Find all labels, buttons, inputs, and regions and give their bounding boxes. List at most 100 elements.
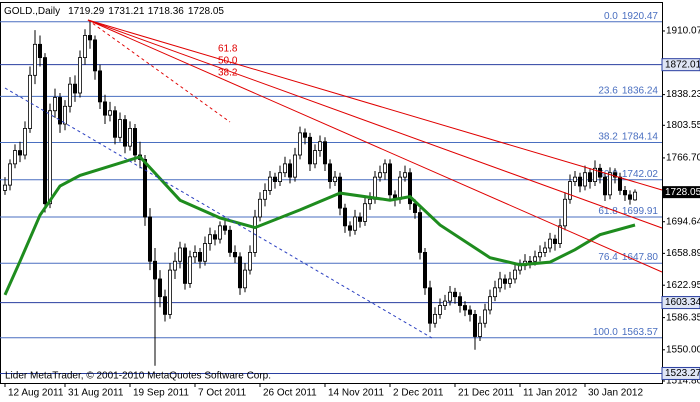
candle-body xyxy=(267,176,272,191)
candle-body xyxy=(147,216,152,262)
candle-body xyxy=(342,207,347,227)
fan-line xyxy=(87,19,663,273)
fib-price: 1920.47 xyxy=(622,10,659,21)
candle-body xyxy=(583,172,588,187)
price-box-label: 1872.01 xyxy=(665,59,700,70)
candle-body xyxy=(472,313,477,337)
candle-body xyxy=(327,163,332,182)
candle-body xyxy=(387,163,392,196)
candle-body xyxy=(538,251,543,258)
candle-body xyxy=(442,300,447,306)
candle-body xyxy=(518,265,523,271)
candle-body xyxy=(558,225,563,244)
candle-body xyxy=(633,191,638,201)
candle-body xyxy=(108,110,113,116)
candle-body xyxy=(367,198,372,205)
current-price-box xyxy=(662,186,700,199)
candle-body xyxy=(17,150,22,156)
trend-line xyxy=(4,87,433,339)
candle-body xyxy=(357,216,362,222)
candle-body xyxy=(543,247,548,253)
fib-label: 76.4 1647.80 xyxy=(598,252,658,263)
candle-body xyxy=(603,176,608,196)
candle-body xyxy=(282,163,287,174)
candle-body xyxy=(73,83,78,94)
candle-body xyxy=(262,190,267,200)
candle-body xyxy=(432,313,437,324)
fib-price: 1742.02 xyxy=(622,168,659,179)
candle-body xyxy=(113,110,118,138)
x-tick-label: 2 Dec 2011 xyxy=(393,388,444,399)
candle-body xyxy=(157,278,162,298)
candle-body xyxy=(48,110,53,205)
y-tick-label: 1586.35 xyxy=(666,312,700,323)
symbol: GOLD.,Daily xyxy=(4,6,60,17)
x-tick-label: 14 Nov 2011 xyxy=(328,388,384,399)
candle-body xyxy=(132,128,137,156)
candle-body xyxy=(83,35,88,59)
candle-body xyxy=(192,251,197,258)
moving-average xyxy=(3,155,636,296)
candle-body xyxy=(88,35,93,41)
candle-body xyxy=(277,172,282,182)
fib-price: 1647.80 xyxy=(622,252,659,263)
plot: 0.0 1920.47 23.6 1836.24 38.2 1784.14 50.0 1742… xyxy=(0,10,662,374)
current-price-label: 1728.05 xyxy=(665,187,700,198)
candle-body xyxy=(492,287,497,298)
y-tick-label: 1766.70 xyxy=(666,153,700,164)
close: 1728.05 xyxy=(188,6,225,17)
candle-body xyxy=(487,296,492,311)
candle-body xyxy=(123,119,128,147)
footer: Lider MetaTrader, © 2001-2010 MetaQuotes… xyxy=(5,371,271,382)
candle-body xyxy=(272,176,277,182)
low: 1718.36 xyxy=(148,6,185,17)
candle-body xyxy=(528,260,533,263)
candle-body xyxy=(247,251,252,271)
candle-body xyxy=(152,260,157,280)
candle-body xyxy=(588,172,593,182)
candle-body xyxy=(142,159,147,218)
fan-line xyxy=(87,19,663,229)
candle-body xyxy=(207,234,212,244)
fan-label: 38.2 xyxy=(218,68,238,79)
candle-body xyxy=(417,212,422,253)
fib-label: 38.2 1784.14 xyxy=(598,131,658,142)
candle-body xyxy=(118,119,123,138)
candle-body xyxy=(93,39,98,72)
candle-body xyxy=(447,291,452,302)
candle-body xyxy=(507,278,512,284)
fib-ratio: 100.0 xyxy=(593,326,618,337)
candle-body xyxy=(33,43,38,76)
open: 1719.29 xyxy=(68,6,105,17)
fan-label: 61.8 xyxy=(218,44,238,55)
candle-body xyxy=(548,238,553,249)
candle-body xyxy=(297,132,302,156)
candle-body xyxy=(22,128,27,156)
candle-body xyxy=(628,194,633,200)
candle-body xyxy=(332,176,337,182)
candle-body xyxy=(103,101,108,116)
candle-body xyxy=(212,234,217,240)
candle-body xyxy=(497,278,502,289)
candle-body xyxy=(462,305,467,311)
candle-body xyxy=(182,247,187,284)
candle-body xyxy=(407,172,412,205)
price-box xyxy=(661,366,700,380)
candle-body xyxy=(292,154,297,178)
candle-body xyxy=(172,260,177,271)
trend-line xyxy=(87,19,231,123)
fib-price: 1784.14 xyxy=(622,131,659,142)
candle-body xyxy=(232,251,237,258)
candle-body xyxy=(608,172,613,196)
candle-body xyxy=(63,105,68,125)
x-tick-label: 19 Sep 2011 xyxy=(133,388,189,399)
candle-body xyxy=(53,97,58,112)
fib-ratio: 76.4 xyxy=(598,252,618,263)
x-tick-label: 21 Dec 2011 xyxy=(458,388,514,399)
candle-body xyxy=(362,203,367,222)
candle-body xyxy=(287,163,292,178)
candle-body xyxy=(568,181,573,200)
candle-body xyxy=(513,269,518,280)
candle-body xyxy=(302,132,307,138)
